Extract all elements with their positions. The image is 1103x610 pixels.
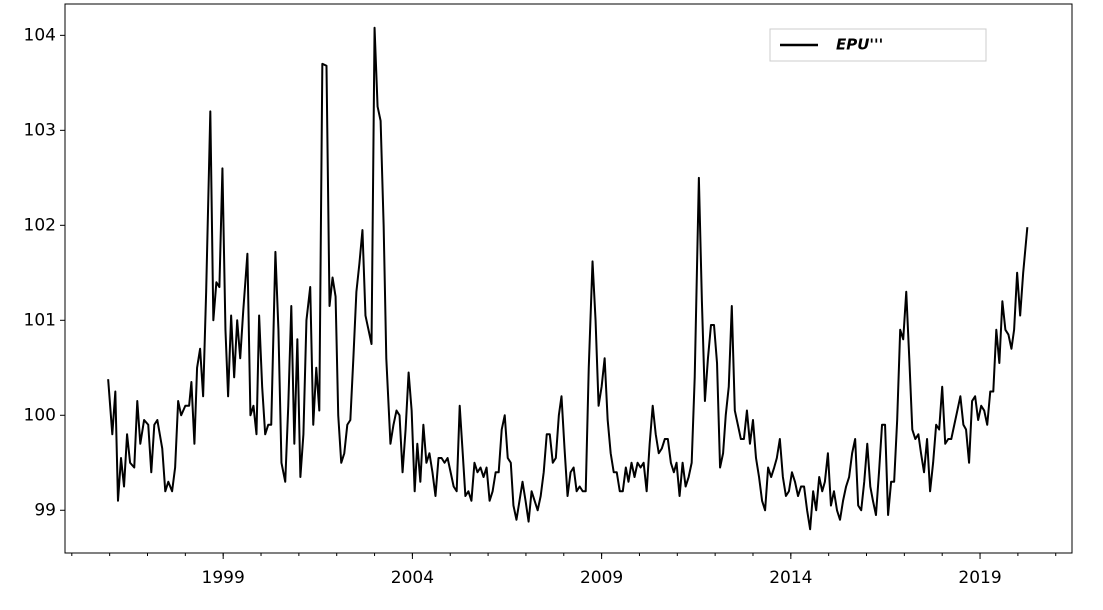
x-tick-label: 2014: [769, 568, 812, 588]
x-tick-label: 2009: [580, 568, 623, 588]
y-tick-label: 99: [34, 500, 56, 520]
x-tick-label: 2004: [391, 568, 434, 588]
y-tick-label: 104: [24, 25, 56, 45]
x-tick-label: 2019: [958, 568, 1001, 588]
y-tick-label: 100: [24, 405, 56, 425]
y-tick-label: 102: [24, 215, 56, 235]
legend-label: EPU''': [836, 36, 883, 54]
series-line: [107, 26, 1029, 531]
plot-frame: [64, 3, 1073, 554]
y-tick-label: 101: [24, 310, 56, 330]
y-tick-label: 103: [24, 120, 56, 140]
x-tick-label: 1999: [202, 568, 245, 588]
